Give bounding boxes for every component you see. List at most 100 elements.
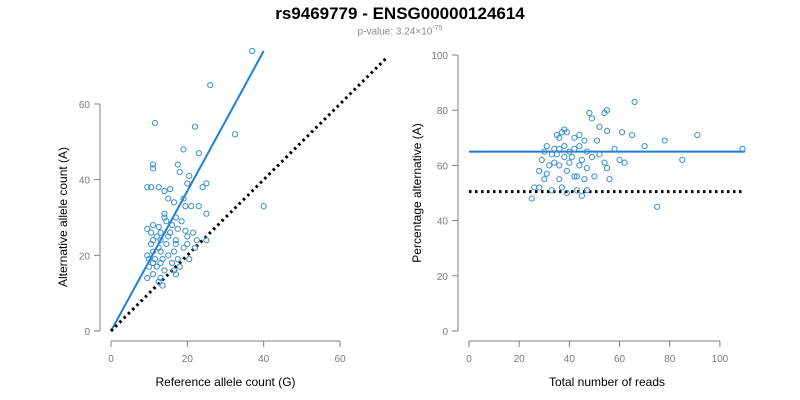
y-axis-label: Percentage alternative (A) — [410, 123, 424, 262]
data-point — [157, 237, 164, 244]
data-point — [182, 227, 189, 234]
data-point — [596, 151, 603, 158]
x-tick-label: 20 — [514, 354, 526, 365]
data-point — [576, 162, 583, 169]
y-tick-label: 20 — [79, 251, 91, 262]
data-point — [153, 263, 160, 270]
data-point — [203, 237, 210, 244]
x-axis-label: Reference allele count (G) — [155, 375, 295, 389]
data-point — [596, 123, 603, 130]
data-point — [631, 98, 638, 106]
data-point — [180, 195, 187, 202]
x-tick-label: 100 — [712, 354, 729, 365]
data-point — [149, 161, 157, 168]
data-point — [558, 184, 565, 191]
data-point — [563, 167, 570, 175]
data-point — [155, 278, 162, 285]
data-point — [260, 203, 267, 210]
data-point — [191, 123, 199, 130]
data-point — [556, 145, 563, 152]
data-point — [249, 47, 256, 55]
data-point — [603, 165, 611, 172]
y-tick-label: 20 — [437, 272, 449, 283]
data-point — [528, 195, 535, 202]
x-tick-label: 0 — [466, 354, 472, 365]
data-point — [149, 271, 157, 278]
data-point — [149, 259, 157, 266]
data-point — [601, 159, 608, 166]
x-tick-label: 40 — [258, 354, 270, 365]
data-point — [184, 233, 191, 240]
data-point — [180, 244, 187, 251]
data-point — [180, 146, 187, 153]
data-point — [178, 218, 185, 225]
data-point — [195, 150, 202, 157]
x-tick-label: 20 — [182, 354, 194, 365]
data-point — [157, 229, 164, 236]
data-point — [606, 176, 613, 183]
data-point — [583, 148, 591, 155]
data-point — [611, 145, 618, 152]
data-point — [551, 159, 558, 166]
data-point — [601, 109, 608, 117]
data-point — [231, 131, 239, 138]
data-point — [553, 151, 560, 158]
data-point — [536, 184, 543, 191]
data-point — [588, 115, 596, 122]
data-point — [144, 184, 151, 191]
data-point — [603, 127, 611, 134]
data-point — [641, 142, 648, 150]
data-point — [172, 271, 179, 278]
data-point — [168, 221, 176, 229]
data-point — [583, 187, 591, 194]
data-point — [193, 237, 200, 244]
data-point — [556, 162, 563, 169]
data-point — [161, 210, 168, 217]
data-point — [573, 173, 580, 180]
data-point — [153, 233, 160, 240]
data-point — [188, 203, 195, 210]
data-point — [541, 148, 548, 155]
data-point — [159, 282, 166, 289]
x-tick-label: 60 — [334, 354, 346, 365]
data-point — [694, 131, 701, 139]
data-point — [149, 221, 157, 229]
data-point — [146, 263, 153, 270]
data-point — [563, 129, 570, 136]
data-point — [573, 187, 580, 194]
data-point — [184, 180, 191, 187]
data-point — [739, 145, 746, 152]
data-point — [541, 176, 548, 183]
data-point — [561, 142, 568, 150]
y-tick-label: 100 — [431, 51, 448, 62]
x-tick-label: 0 — [108, 354, 114, 365]
data-point — [536, 167, 543, 175]
data-point — [581, 176, 588, 183]
data-point — [578, 192, 586, 199]
data-point — [621, 159, 628, 166]
x-tick-label: 40 — [564, 354, 576, 365]
data-point — [661, 137, 668, 144]
data-point — [563, 189, 570, 197]
data-point — [172, 240, 179, 248]
data-point — [174, 225, 181, 232]
data-point — [151, 119, 158, 127]
p-value-text: p-value: 3.24×10 — [357, 26, 433, 38]
data-point — [568, 154, 575, 161]
y-tick-label: 0 — [84, 327, 90, 338]
data-point — [147, 229, 155, 236]
data-point — [556, 176, 563, 183]
data-point — [578, 156, 586, 163]
data-point — [161, 187, 168, 195]
y-tick-label: 40 — [79, 176, 91, 187]
chart-subtitle: p-value: 3.24×10-75 — [0, 25, 800, 37]
data-point — [583, 165, 591, 172]
data-point — [195, 203, 202, 210]
data-point — [679, 156, 686, 163]
data-point — [170, 199, 178, 206]
data-point — [147, 240, 155, 248]
data-point — [176, 169, 183, 176]
data-point — [165, 252, 172, 259]
